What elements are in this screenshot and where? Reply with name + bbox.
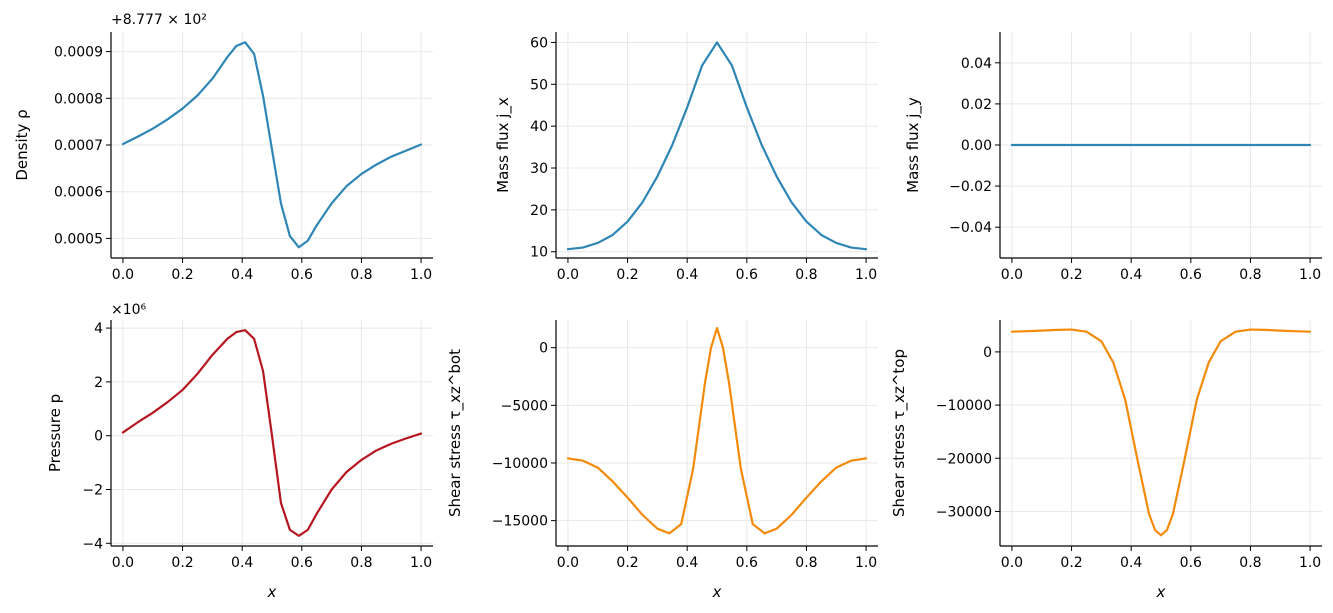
panel-shear-top: Shear stress τ_xz^top x 0.0 0.2 0.4 0.6 0.8 1…	[890, 320, 1322, 601]
xtick-label-4: 0.8	[1239, 267, 1261, 283]
ytick-label-1: −10000	[492, 456, 548, 472]
xtick-label-1: 0.2	[171, 267, 193, 283]
ylabel-density: Density ρ	[13, 109, 31, 180]
ytick-label-1: −2	[82, 483, 103, 499]
xtick-label-1: 0.2	[616, 267, 638, 283]
xtick-label-2: 0.4	[231, 555, 253, 571]
ytick-label-4: 4	[94, 321, 103, 337]
xtick-label-5: 1.0	[855, 555, 877, 571]
ytick-label-0: −15000	[492, 514, 548, 530]
ytick-label-3: 0.02	[961, 97, 992, 113]
xtick-label-2: 0.4	[1120, 555, 1142, 571]
xtick-label-2: 0.4	[231, 267, 253, 283]
xtick-label-3: 0.6	[1180, 267, 1202, 283]
ytick-label-2: 0.00	[961, 138, 992, 154]
xtick-label-3: 0.6	[736, 555, 758, 571]
ytick-label-3: 0	[539, 341, 548, 357]
ytick-label-1: −0.02	[949, 179, 992, 195]
xtick-label-0: 0.0	[557, 267, 579, 283]
series-line-0	[1010, 328, 1312, 537]
ytick-label-0: 10	[530, 245, 548, 261]
ytick-label-0: −30000	[936, 504, 992, 520]
ytick-label-3: 0.0008	[54, 91, 103, 107]
xtick-label-3: 0.6	[291, 267, 313, 283]
xlabel-pressure: x	[267, 583, 277, 601]
ylabel-pressure: Pressure p	[46, 394, 64, 472]
xtick-label-5: 1.0	[410, 555, 432, 571]
series-line-0	[566, 326, 868, 535]
ytick-label-5: 60	[530, 35, 548, 51]
xtick-label-2: 0.4	[676, 555, 698, 571]
xtick-label-4: 0.8	[350, 267, 372, 283]
ytick-label-0: 0.0005	[54, 231, 103, 247]
ytick-label-3: 0	[983, 345, 992, 361]
ylabel-mass-flux-jx: Mass flux j_x	[494, 97, 513, 193]
xtick-label-2: 0.4	[676, 267, 698, 283]
ylabel-mass-flux-jy: Mass flux j_y	[904, 97, 923, 193]
xtick-label-5: 1.0	[410, 267, 432, 283]
panel-shear-bot: Shear stress τ_xz^bot x 0.0 0.2 0.4 0.6 0.8 1…	[446, 320, 878, 601]
xtick-label-4: 0.8	[795, 555, 817, 571]
ylabel-shear-bot: Shear stress τ_xz^bot	[446, 349, 465, 517]
xtick-label-1: 0.2	[1060, 555, 1082, 571]
xtick-label-2: 0.4	[1120, 267, 1142, 283]
ytick-label-3: 40	[530, 119, 548, 135]
ytick-label-2: 0.0007	[54, 138, 103, 154]
ytick-label-3: 2	[94, 375, 103, 391]
series-line-0	[121, 329, 423, 537]
ytick-label-2: −5000	[501, 398, 548, 414]
panel-mass-flux-jx: Mass flux j_x 0.0 0.2 0.4 0.6 0.8 1.0 10 20 30 40…	[494, 32, 878, 283]
xtick-label-3: 0.6	[1180, 555, 1202, 571]
xtick-label-5: 1.0	[1299, 555, 1321, 571]
series-line-0	[121, 41, 423, 249]
series-line-0	[566, 41, 868, 251]
xtick-label-5: 1.0	[1299, 267, 1321, 283]
ytick-label-1: 20	[530, 203, 548, 219]
xtick-label-0: 0.0	[1001, 555, 1023, 571]
panel-pressure: Pressure p ×10⁶ x 0.0 0.2 0.4 0.6 0.8 1.0 −4 −2…	[46, 302, 433, 601]
panel-mass-flux-jy: Mass flux j_y 0.0 0.2 0.4 0.6 0.8 1.0 −0.04 −0.…	[904, 32, 1322, 283]
xtick-label-0: 0.0	[1001, 267, 1023, 283]
offset-label-density: +8.777 × 10²	[111, 12, 207, 28]
ytick-label-4: 0.04	[961, 56, 992, 72]
ytick-label-2: 30	[530, 161, 548, 177]
panel-density: Density ρ +8.777 × 10² 0.0 0.2 0.4 0.6 0.8 1.…	[13, 12, 433, 283]
ytick-label-0: −0.04	[949, 220, 992, 236]
xtick-label-4: 0.8	[350, 555, 372, 571]
xtick-label-4: 0.8	[795, 267, 817, 283]
xtick-label-1: 0.2	[616, 555, 638, 571]
ytick-label-2: −10000	[936, 398, 992, 414]
xtick-label-4: 0.8	[1239, 555, 1261, 571]
ytick-label-1: 0.0006	[54, 185, 103, 201]
ytick-label-1: −20000	[936, 451, 992, 467]
xlabel-shear-top: x	[1156, 583, 1166, 601]
xlabel-shear-bot: x	[712, 583, 722, 601]
offset-label-pressure: ×10⁶	[111, 302, 147, 318]
ytick-label-2: 0	[94, 429, 103, 445]
xtick-label-3: 0.6	[291, 555, 313, 571]
xtick-label-3: 0.6	[736, 267, 758, 283]
xtick-label-1: 0.2	[171, 555, 193, 571]
xtick-label-0: 0.0	[557, 555, 579, 571]
ytick-label-0: −4	[82, 536, 103, 552]
xtick-label-5: 1.0	[855, 267, 877, 283]
ytick-label-4: 0.0009	[54, 45, 103, 61]
ylabel-shear-top: Shear stress τ_xz^top	[890, 349, 909, 517]
xtick-label-0: 0.0	[112, 267, 134, 283]
xtick-label-1: 0.2	[1060, 267, 1082, 283]
ytick-label-4: 50	[530, 77, 548, 93]
xtick-label-0: 0.0	[112, 555, 134, 571]
